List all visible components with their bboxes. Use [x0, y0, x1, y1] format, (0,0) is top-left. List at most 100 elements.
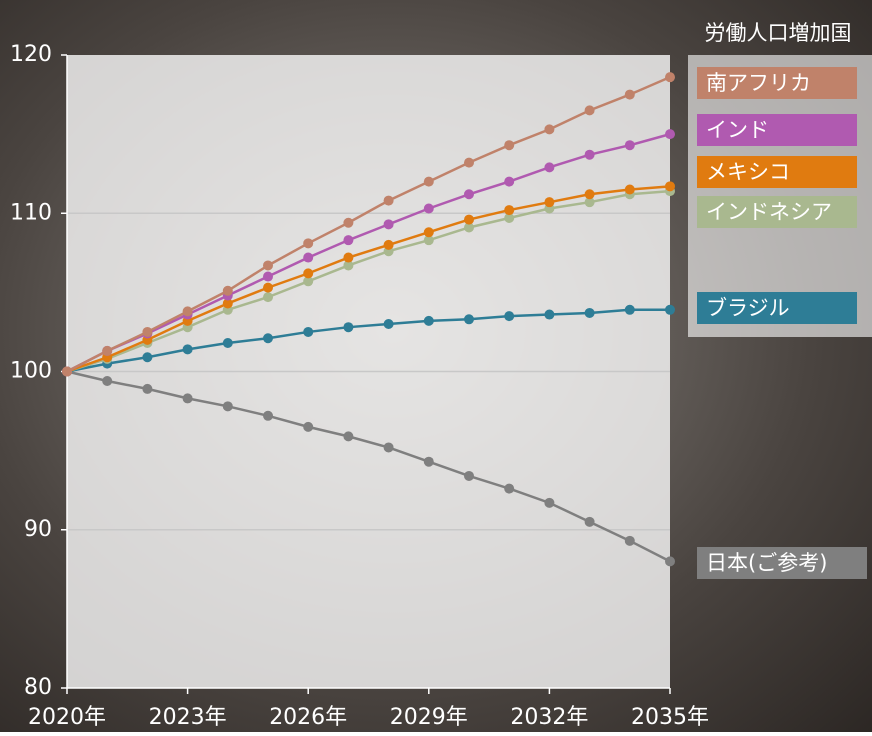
data-point: [665, 556, 675, 567]
data-point: [303, 238, 314, 249]
data-point: [222, 401, 233, 412]
data-point: [423, 315, 434, 326]
series-line: [66, 370, 671, 563]
legend-label: インド: [706, 118, 769, 142]
data-point: [263, 410, 273, 421]
series-line: [66, 132, 671, 373]
data-point: [343, 217, 354, 228]
data-point: [343, 431, 354, 442]
legend-label: ブラジル: [706, 296, 790, 320]
data-point: [624, 304, 635, 315]
legend-label: インドネシア: [706, 200, 832, 224]
data-point: [544, 197, 555, 208]
y-tick-label: 100: [10, 359, 52, 384]
legend-swatch: [697, 114, 857, 146]
data-point: [303, 276, 314, 287]
data-point: [343, 260, 354, 271]
data-point: [504, 205, 515, 216]
data-point: [222, 338, 233, 349]
data-point: [102, 375, 113, 386]
x-tick-label: 2023年: [149, 705, 227, 730]
legend-swatch: [697, 196, 857, 228]
data-point: [504, 311, 515, 322]
data-point: [263, 260, 273, 271]
data-point: [222, 298, 233, 309]
data-point: [464, 189, 474, 200]
data-point: [584, 105, 595, 116]
data-point: [544, 497, 555, 508]
data-point: [504, 176, 515, 187]
legend-swatch: [697, 292, 857, 324]
legend-swatch: [697, 547, 867, 579]
data-point: [544, 309, 555, 320]
data-point: [504, 483, 515, 494]
data-point: [544, 162, 555, 173]
data-point: [343, 235, 354, 246]
data-point: [665, 181, 675, 192]
data-point: [62, 366, 72, 377]
series-line: [66, 185, 671, 373]
data-point: [182, 393, 193, 404]
data-point: [584, 149, 595, 160]
data-point: [303, 421, 314, 432]
data-point: [343, 322, 354, 333]
x-tick-label: 2020年: [28, 705, 106, 730]
data-point: [584, 307, 595, 318]
data-point: [624, 184, 635, 195]
legend-label: 日本(ご参考): [706, 551, 827, 575]
data-point: [383, 319, 394, 330]
data-point: [584, 516, 595, 527]
data-point: [464, 157, 474, 168]
data-point: [423, 176, 434, 187]
data-point: [665, 72, 675, 83]
legend-title: 労働人口増加国: [705, 21, 852, 45]
x-tick-label: 2026年: [269, 705, 347, 730]
series-line: [66, 189, 671, 373]
data-point: [263, 282, 273, 293]
legend-swatch: [697, 156, 857, 188]
data-point: [343, 252, 354, 263]
data-point: [464, 470, 474, 481]
data-point: [383, 195, 394, 206]
series-line: [66, 76, 671, 373]
y-tick-label: 120: [10, 42, 52, 67]
data-point: [182, 306, 193, 317]
y-tick-label: 80: [24, 675, 52, 700]
data-point: [665, 304, 675, 315]
data-point: [464, 214, 474, 225]
data-point: [142, 326, 153, 337]
data-point: [504, 212, 515, 223]
data-point: [423, 456, 434, 467]
data-point: [142, 352, 153, 363]
data-point: [303, 268, 314, 279]
data-point: [142, 383, 153, 394]
data-point: [263, 333, 273, 344]
data-point: [624, 535, 635, 546]
data-point: [665, 129, 675, 140]
data-point: [624, 140, 635, 151]
data-point: [303, 326, 314, 337]
y-tick-label: 110: [10, 200, 52, 225]
data-point: [464, 314, 474, 325]
data-point: [263, 292, 273, 303]
x-tick-label: 2032年: [510, 705, 588, 730]
data-point: [383, 239, 394, 250]
data-point: [624, 89, 635, 100]
legend-label: 南アフリカ: [706, 71, 811, 95]
data-point: [423, 227, 434, 238]
legend-swatch: [697, 67, 857, 99]
y-tick-label: 90: [24, 517, 52, 542]
data-point: [182, 344, 193, 355]
data-point: [544, 124, 555, 135]
x-tick-label: 2029年: [390, 705, 468, 730]
data-point: [584, 197, 595, 208]
data-point: [423, 235, 434, 246]
x-tick-label: 2035年: [631, 705, 709, 730]
legend-label: メキシコ: [706, 160, 790, 184]
data-point: [383, 442, 394, 453]
data-point: [222, 285, 233, 296]
data-point: [102, 345, 113, 356]
data-point: [584, 189, 595, 200]
data-point: [263, 271, 273, 282]
